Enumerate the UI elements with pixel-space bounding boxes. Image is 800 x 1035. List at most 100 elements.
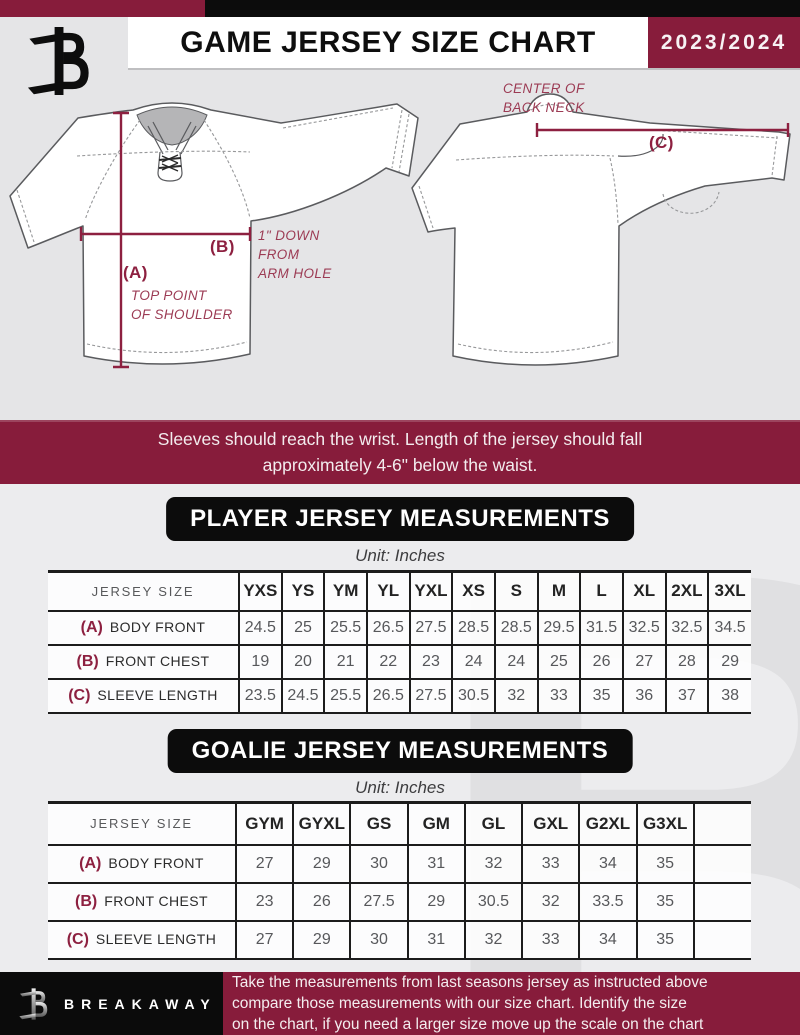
measurement-row: (C) SLEEVE LENGTH 23.5 24.5 25.5 26.5 27.5 30.5… xyxy=(48,678,751,713)
measurement-cell: 29 xyxy=(707,644,751,679)
measurement-cell: 35 xyxy=(635,920,694,959)
measurement-cell: 27 xyxy=(234,920,294,959)
player-unit-label: Unit: Inches xyxy=(355,546,445,565)
measurement-cell: 21 xyxy=(323,644,367,679)
row-key: (A) xyxy=(80,618,103,636)
measurement-cell: 26.5 xyxy=(365,610,410,645)
measurement-cell: 29.5 xyxy=(536,610,581,645)
page-title: GAME JERSEY SIZE CHART xyxy=(180,25,596,59)
season-badge: 2023/2024 xyxy=(648,17,800,70)
measurement-cell: 32 xyxy=(463,920,523,959)
notice-line-1: Sleeves should reach the wrist. Length o… xyxy=(157,429,643,449)
row-key: (B) xyxy=(76,652,99,670)
measurement-cell: 35 xyxy=(635,882,694,921)
measurement-cell: 34.5 xyxy=(707,610,751,645)
player-section-title: PLAYER JERSEY MEASUREMENTS xyxy=(166,497,634,541)
size-column-header: GYM xyxy=(234,802,294,845)
jersey-diagrams xyxy=(9,93,791,369)
measurement-cell xyxy=(692,920,751,959)
size-column-header: YXL xyxy=(408,571,453,611)
measurement-cell: 25.5 xyxy=(323,678,367,713)
jersey-size-corner-label: JERSEY SIZE xyxy=(48,571,239,611)
front-jersey-diagram xyxy=(9,102,419,369)
size-column-header: M xyxy=(536,571,581,611)
measurement-cell: 27 xyxy=(234,844,294,883)
measurement-cell: 28 xyxy=(664,644,709,679)
measurement-cell: 33 xyxy=(521,920,580,959)
measurement-cell: 27.5 xyxy=(408,678,453,713)
measurement-cell: 24.5 xyxy=(280,678,325,713)
measurement-cell: 25 xyxy=(536,644,581,679)
measurement-cell: 24 xyxy=(451,644,495,679)
measurement-cell: 23.5 xyxy=(238,678,282,713)
measurement-cell: 20 xyxy=(280,644,325,679)
measurement-cell: 32.5 xyxy=(664,610,709,645)
table-header-row: JERSEY SIZE GYM GYXL GS GM GL GXL G2XL G3XL xyxy=(48,802,751,845)
row-label-cell: (A) BODY FRONT xyxy=(48,610,239,645)
size-column-header: GL xyxy=(463,802,523,845)
size-column-header: YM xyxy=(323,571,367,611)
measurement-line-b xyxy=(79,227,252,241)
back-jersey-diagram xyxy=(411,93,791,366)
label-c-key: (C) xyxy=(649,133,674,152)
instruction-line-2: compare those measurements with our size… xyxy=(232,995,687,1012)
measurement-cell: 34 xyxy=(578,844,637,883)
measurement-cell: 34 xyxy=(578,920,637,959)
measurement-cell: 25 xyxy=(280,610,325,645)
measurement-cell: 32 xyxy=(463,844,523,883)
top-strip-black xyxy=(205,0,800,17)
measurement-line-a xyxy=(113,111,129,369)
measurement-cell: 31.5 xyxy=(579,610,623,645)
measurement-cell: 30.5 xyxy=(463,882,523,921)
row-key: (A) xyxy=(79,854,102,872)
instruction-line-3: on the chart, if you need a larger size … xyxy=(232,1016,704,1033)
measurement-cell: 28.5 xyxy=(493,610,538,645)
size-column-header: L xyxy=(579,571,623,611)
measurement-cell: 33 xyxy=(521,844,580,883)
row-key: (C) xyxy=(66,930,89,948)
measurement-cell: 27 xyxy=(621,644,666,679)
row-label: SLEEVE LENGTH xyxy=(95,930,217,947)
footer-instructions: Take the measurements from last seasons … xyxy=(223,972,800,1035)
instruction-line-1: Take the measurements from last seasons … xyxy=(232,974,708,991)
measurement-cell: 27.5 xyxy=(408,610,453,645)
row-key: (B) xyxy=(75,892,98,910)
label-c-note: CENTER OF BACK NECK xyxy=(503,81,585,115)
measurement-row: (C) SLEEVE LENGTH 27 29 30 31 32 33 34 35 xyxy=(48,920,751,959)
jersey-size-corner-label: JERSEY SIZE xyxy=(48,802,236,845)
measurement-cell: 35 xyxy=(579,678,623,713)
top-accent-strip xyxy=(0,0,800,17)
brand-name: BREAKAWAY xyxy=(64,995,217,1012)
row-label: BODY FRONT xyxy=(109,618,206,635)
measurement-cell: 37 xyxy=(664,678,709,713)
measurement-cell: 33.5 xyxy=(578,882,637,921)
measurement-cell: 25.5 xyxy=(323,610,367,645)
measurement-cell: 22 xyxy=(365,644,410,679)
label-b-note: 1" DOWN FROM ARM HOLE xyxy=(258,228,332,281)
measurement-row: (B) FRONT CHEST 19 20 21 22 23 24 24 25 26 27 28 29 xyxy=(48,644,751,679)
row-label: SLEEVE LENGTH xyxy=(97,686,218,703)
measurement-cell: 26 xyxy=(579,644,623,679)
measurement-cell: 38 xyxy=(707,678,751,713)
measurement-cell: 32.5 xyxy=(621,610,666,645)
measurement-cell: 26 xyxy=(292,882,351,921)
row-label-cell: (B) FRONT CHEST xyxy=(48,644,239,679)
measurement-cell: 36 xyxy=(621,678,666,713)
size-column-header: GM xyxy=(406,802,465,845)
size-column-header: G2XL xyxy=(578,802,637,845)
stitch-seams-back xyxy=(418,103,779,354)
measurement-cell: 30 xyxy=(349,920,408,959)
measurement-cell: 24.5 xyxy=(238,610,282,645)
measurement-cell: 29 xyxy=(406,882,465,921)
player-size-table: JERSEY SIZE YXS YS YM YL YXL XS S M L XL 2XL 3XL (A) B… xyxy=(48,570,751,714)
measurement-cell: 30 xyxy=(349,844,408,883)
breakaway-b-logo-footer-icon xyxy=(19,987,48,1020)
goalie-section-title: GOALIE JERSEY MEASUREMENTS xyxy=(167,729,633,773)
measurement-cell: 33 xyxy=(536,678,581,713)
measurement-cell: 19 xyxy=(238,644,282,679)
size-column-header: G3XL xyxy=(635,802,694,845)
measurement-cell: 24 xyxy=(493,644,538,679)
row-label-cell: (C) SLEEVE LENGTH xyxy=(48,678,239,713)
measurement-line-c xyxy=(535,123,790,137)
